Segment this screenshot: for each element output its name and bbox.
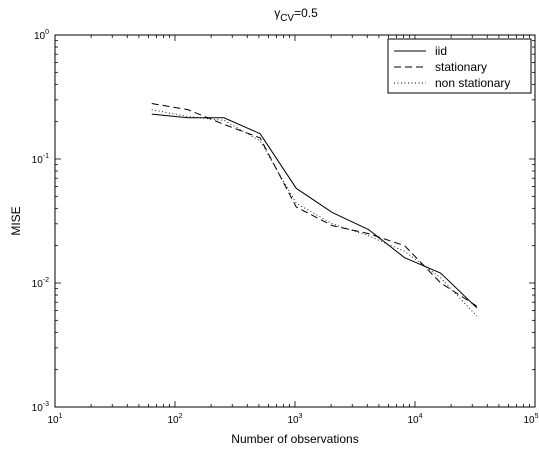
x-tick-label: 101 [47,413,62,426]
legend-label: iid [435,44,447,58]
y-axis: 10-3 10-2 10-1 100 [32,29,535,414]
chart-title: γCV=0.5 [274,6,318,24]
y-axis-label: MISE [9,206,23,235]
x-tick-label: 103 [287,413,302,426]
legend-label: non stationary [435,76,510,90]
x-tick-label: 105 [523,413,538,426]
y-tick-label: 10-1 [32,153,49,166]
y-tick-label: 10-2 [32,277,49,290]
series-line-stationary [151,103,478,307]
legend-box [387,38,532,94]
x-tick-label: 102 [167,413,182,426]
y-tick-label: 100 [34,29,49,42]
legend-label: stationary [435,60,487,74]
x-tick-label: 104 [407,413,422,426]
series-line-iid [151,113,478,309]
x-axis-label: Number of observations [231,432,358,446]
plot-lines [151,103,478,317]
series-line-non-stationary [151,109,478,317]
y-tick-label: 10-3 [32,401,49,414]
legend: iid stationary non stationary [387,38,532,94]
x-axis: 101 102 103 104 105 [47,35,539,426]
